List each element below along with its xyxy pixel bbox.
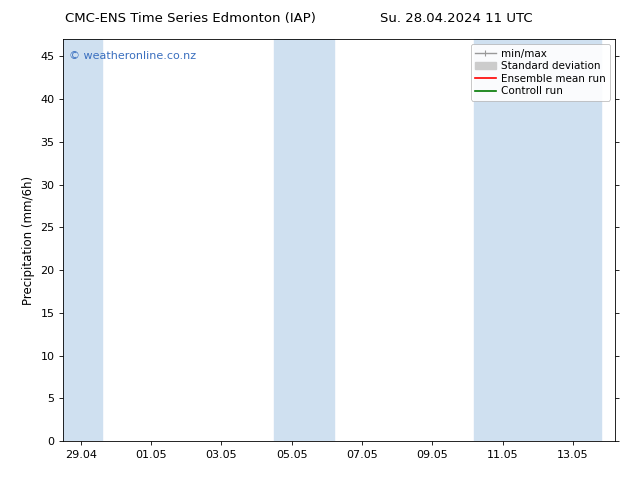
- Text: © weatheronline.co.nz: © weatheronline.co.nz: [69, 51, 196, 61]
- Bar: [274, 39, 334, 441]
- Text: Su. 28.04.2024 11 UTC: Su. 28.04.2024 11 UTC: [380, 12, 533, 25]
- Text: CMC-ENS Time Series Edmonton (IAP): CMC-ENS Time Series Edmonton (IAP): [65, 12, 316, 25]
- Y-axis label: Precipitation (mm/6h): Precipitation (mm/6h): [22, 175, 35, 305]
- Bar: [63, 39, 102, 441]
- Bar: [474, 39, 601, 441]
- Legend: min/max, Standard deviation, Ensemble mean run, Controll run: min/max, Standard deviation, Ensemble me…: [470, 45, 610, 100]
